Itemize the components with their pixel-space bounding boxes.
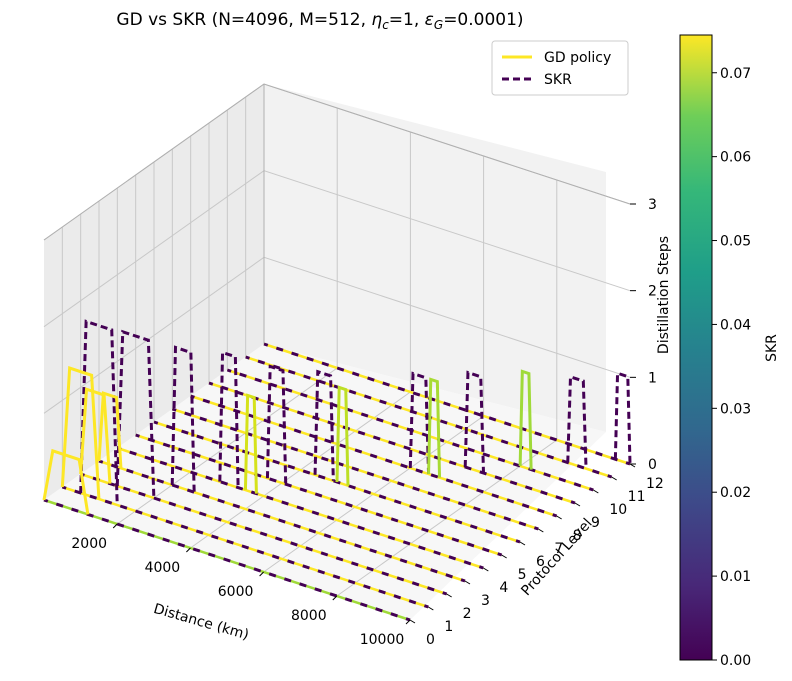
skr-peak-line — [613, 371, 632, 465]
legend-label-gd: GD policy — [544, 50, 611, 66]
y-tick-label: 0 — [426, 632, 435, 648]
z-tick-label: 1 — [648, 370, 657, 386]
skr-base-line — [80, 472, 448, 596]
y-tick-label: 12 — [646, 476, 664, 492]
skr-base-line — [190, 394, 558, 518]
chart-title: GD vs SKR (N=4096, M=512, ηc=1, εG=0.000… — [116, 10, 523, 32]
colorbar-tick-label: 0.00 — [720, 653, 751, 669]
skr-peak-line — [79, 319, 119, 506]
skr-peak-line — [218, 350, 240, 488]
y-tick-mark — [519, 541, 526, 546]
x-tick-label: 6000 — [218, 584, 254, 600]
skr-base-line — [116, 446, 484, 570]
pane-back — [264, 84, 606, 432]
x-tick-label: 4000 — [145, 560, 181, 576]
skr-base-line — [208, 381, 576, 505]
y-tick-mark — [428, 606, 434, 611]
y-tick-label: 11 — [628, 489, 646, 505]
y-tick-mark — [464, 580, 471, 585]
skr-base-line — [135, 433, 503, 557]
z-tick-label: 3 — [648, 197, 657, 213]
x-tick-mark — [259, 571, 264, 577]
skr-base-line — [171, 407, 539, 531]
legend-box — [491, 40, 629, 96]
skr-peak-line — [408, 371, 431, 475]
y-tick-label: 3 — [481, 593, 490, 609]
colorbar-tick-label: 0.07 — [720, 66, 751, 82]
gd-peak-line — [42, 448, 90, 515]
y-tick-mark — [409, 619, 416, 624]
skr-lines — [43, 319, 632, 622]
x-tick-label: 2000 — [71, 536, 107, 552]
x-tick-label: 8000 — [291, 608, 327, 624]
x-tick-mark — [405, 619, 411, 625]
y-tick-mark — [556, 515, 562, 520]
z-tick-label: 2 — [648, 284, 657, 300]
z-axis-label: Distillation Steps — [656, 236, 672, 354]
skr-base-line — [43, 498, 411, 622]
legend-label-skr: SKR — [544, 72, 572, 88]
gd-peak-line — [427, 377, 442, 478]
skr-peak-line — [566, 374, 588, 469]
y-tick-mark — [574, 502, 581, 507]
skr-base-line — [61, 485, 429, 609]
y-tick-label: 7 — [554, 541, 563, 557]
y-tick-mark — [501, 554, 507, 559]
skr-peak-line — [463, 370, 485, 474]
y-tick-mark — [611, 476, 617, 481]
y-tick-label: 1 — [444, 619, 453, 635]
y-axis-label: Protocol Level — [518, 516, 595, 599]
skr-peak-line — [115, 329, 156, 499]
z-tick-label: 0 — [648, 457, 657, 473]
x-tick-mark — [332, 595, 338, 601]
y-tick-label: 2 — [463, 606, 472, 622]
gd-peak-lines — [42, 366, 533, 515]
y-tick-label: 9 — [591, 515, 600, 531]
y-tick-mark — [483, 567, 489, 572]
skr-peak-line — [313, 369, 335, 481]
colorbar-tick-label: 0.06 — [720, 150, 751, 166]
y-tick-label: 5 — [518, 567, 527, 583]
legend: GD policy SKR — [491, 40, 629, 96]
x-tick-mark — [112, 523, 118, 529]
x-tick-label: 10000 — [360, 632, 405, 648]
colorbar-tick-label: 0.01 — [720, 569, 751, 585]
skr-base-line — [98, 459, 466, 583]
colorbar-tick-label: 0.02 — [720, 485, 751, 501]
colorbar-ticks: 0.00 0.01 0.02 0.03 0.04 0.05 0.06 0.07 — [712, 66, 751, 669]
y-tick-mark — [446, 593, 452, 598]
colorbar-tick-label: 0.04 — [720, 317, 751, 333]
x-axis-label: Distance (km) — [152, 601, 251, 643]
gd-peak-line — [335, 385, 350, 486]
skr-base-line — [226, 368, 594, 492]
colorbar-tick-label: 0.03 — [720, 401, 751, 417]
y-tick-mark — [538, 528, 544, 533]
gd-peak-line — [60, 366, 101, 500]
y-tick-label: 8 — [573, 528, 582, 544]
colorbar-tick-label: 0.05 — [720, 234, 751, 250]
gd-peak-line — [243, 393, 258, 494]
gd-peak-line — [79, 387, 112, 484]
skr-base-line — [263, 342, 631, 466]
y-tick-label: 10 — [609, 502, 627, 518]
colorbar — [679, 34, 713, 661]
x-tick-mark — [186, 547, 191, 553]
colorbar-label: SKR — [764, 334, 780, 362]
y-tick-label: 6 — [536, 554, 545, 570]
y-tick-label: 4 — [499, 580, 508, 596]
y-tick-mark — [593, 489, 599, 494]
skr-peak-line — [170, 345, 196, 493]
gd-peak-line — [97, 391, 123, 469]
gd-peak-line — [518, 369, 533, 470]
